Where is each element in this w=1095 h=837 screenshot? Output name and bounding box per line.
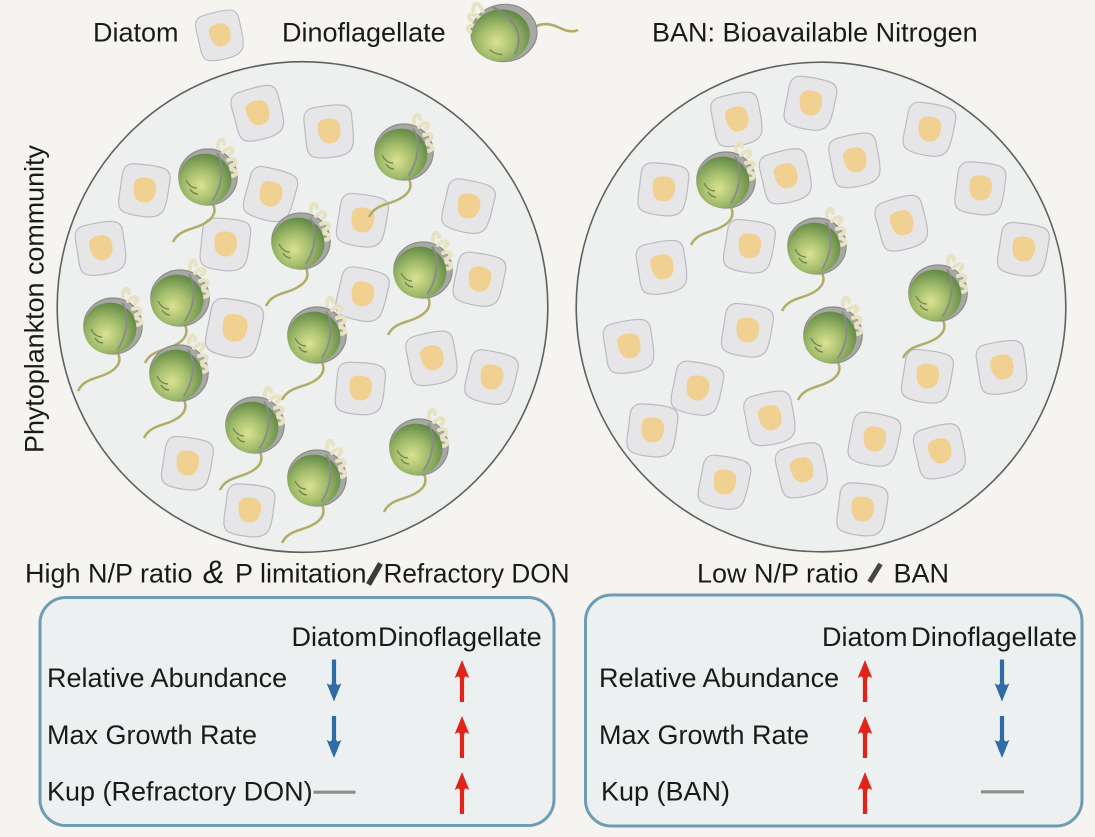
svg-text:Diatom: Diatom: [292, 622, 378, 652]
svg-text:Relative Abundance: Relative Abundance: [47, 663, 287, 693]
svg-text:Max Growth Rate: Max Growth Rate: [599, 720, 809, 750]
svg-text:Phytoplankton community: Phytoplankton community: [20, 145, 50, 453]
svg-text:Kup (Refractory DON): Kup (Refractory DON): [47, 777, 313, 807]
svg-text:Max Growth Rate: Max Growth Rate: [47, 720, 257, 750]
svg-text:Dinoflagellate: Dinoflagellate: [282, 18, 446, 48]
svg-text:BAN: Bioavailable Nitrogen: BAN: Bioavailable Nitrogen: [652, 18, 978, 48]
svg-text:Refractory DON: Refractory DON: [384, 559, 570, 589]
svg-text:Relative Abundance: Relative Abundance: [599, 663, 839, 693]
svg-text:High N/P ratio: High N/P ratio: [25, 559, 193, 589]
svg-text:&: &: [203, 554, 224, 590]
svg-text:P limitation: P limitation: [235, 559, 367, 589]
svg-text:Low N/P ratio: Low N/P ratio: [697, 559, 859, 589]
svg-text:Dinoflagellate: Dinoflagellate: [378, 622, 542, 652]
svg-text:Kup (BAN): Kup (BAN): [601, 777, 730, 807]
svg-text:Diatom: Diatom: [822, 622, 908, 652]
svg-text:Dinoflagellate: Dinoflagellate: [911, 622, 1077, 652]
svg-text:Diatom: Diatom: [93, 18, 179, 48]
svg-text:BAN: BAN: [894, 559, 950, 589]
